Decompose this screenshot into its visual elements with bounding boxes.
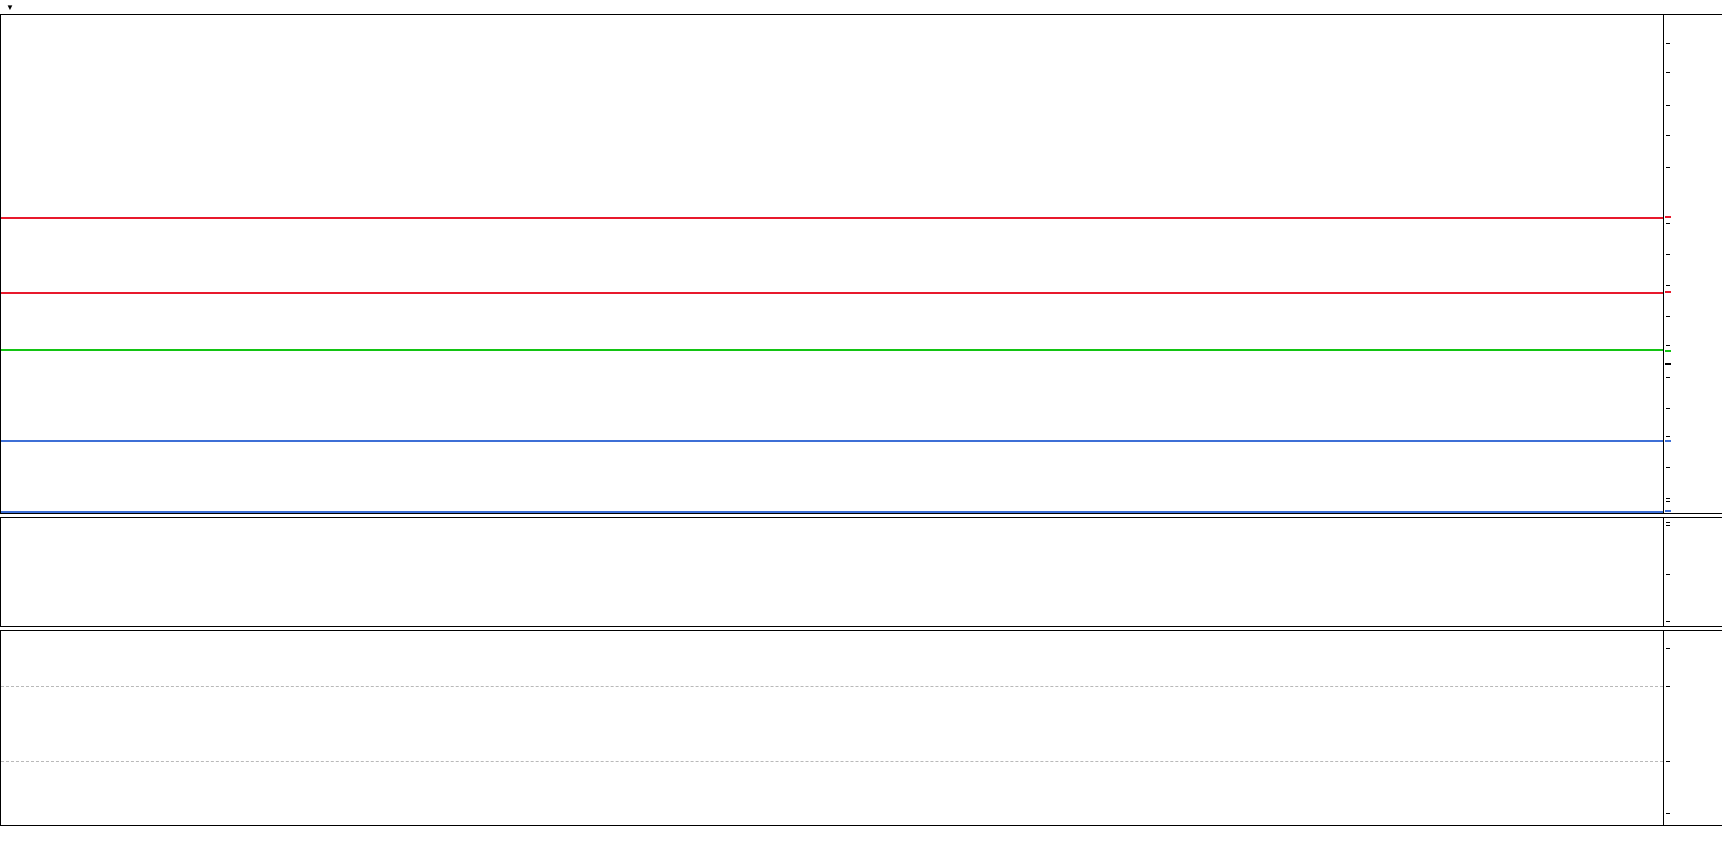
price-badge-last: [1665, 363, 1671, 365]
rsi-tick: [1666, 642, 1673, 654]
rsi-level-70: [1, 686, 1663, 687]
rsi-plot-area: [1, 631, 1663, 825]
caret-down-icon[interactable]: ▼: [6, 3, 14, 12]
macd-axis-right-line: [1663, 518, 1664, 626]
price-badge-5415: [1665, 291, 1671, 293]
price-tick: [1666, 129, 1673, 141]
price-tick: [1666, 279, 1673, 291]
macd-plot-area: [1, 518, 1663, 626]
price-tick: [1666, 371, 1673, 383]
macd-tick: [1666, 615, 1673, 627]
macd-tick: [1666, 519, 1673, 531]
price-plot-area: [1, 15, 1663, 513]
price-tick: [1666, 99, 1673, 111]
macd-tick: [1666, 568, 1673, 580]
rsi-panel: [0, 630, 1722, 826]
price-badge-5585: [1665, 216, 1671, 218]
hline-5415: [1, 292, 1663, 294]
rsi-axis-left-line: [0, 631, 1, 825]
price-tick: [1666, 461, 1673, 473]
price-tick: [1666, 430, 1673, 442]
price-tick: [1666, 248, 1673, 260]
rsi-axis-right-line: [1663, 631, 1664, 825]
hline-5285: [1, 349, 1663, 351]
price-badge-5285: [1665, 350, 1671, 352]
hline-4875: [1, 511, 1663, 513]
price-tick: [1666, 37, 1673, 49]
time-tickmarks: [1, 826, 1663, 831]
macd-panel: [0, 517, 1722, 627]
price-badge-5080: [1665, 440, 1671, 442]
hline-5585: [1, 217, 1663, 219]
rsi-level-30: [1, 761, 1663, 762]
price-axis-right-line: [1663, 15, 1664, 513]
rsi-tick: [1666, 755, 1673, 767]
price-tick: [1666, 492, 1673, 504]
rsi-tick: [1666, 680, 1673, 692]
price-tick: [1666, 310, 1673, 322]
price-tick: [1666, 217, 1673, 229]
price-tick: [1666, 161, 1673, 173]
macd-axis-left-line: [0, 518, 1, 626]
time-axis: [0, 826, 1722, 844]
price-panel: [0, 14, 1722, 514]
price-tick: [1666, 66, 1673, 78]
price-tick: [1666, 339, 1673, 351]
price-tick-4834: [1666, 516, 1673, 528]
price-tick: [1666, 402, 1673, 414]
hline-5080: [1, 440, 1663, 442]
rsi-tick: [1666, 807, 1673, 819]
chart-title-bar: ▼: [0, 0, 1722, 14]
price-axis-left-line: [0, 15, 1, 513]
